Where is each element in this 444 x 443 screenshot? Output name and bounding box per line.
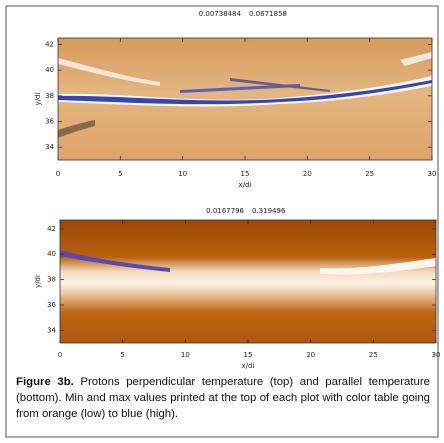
y-tick-label: 38 — [47, 276, 56, 284]
x-tick-label: 30 — [428, 170, 437, 178]
y-tick-label: 42 — [45, 40, 54, 48]
y-tick-label: 40 — [45, 66, 54, 74]
x-tick-label: 20 — [306, 351, 315, 359]
heatmap-top — [58, 38, 432, 160]
x-tick-label: 15 — [244, 351, 253, 359]
y-tick-label: 34 — [47, 326, 56, 334]
heatmap-bottom — [60, 220, 436, 343]
frame — [5, 5, 439, 438]
x-tick-label: 5 — [118, 170, 122, 178]
x-tick-label: 20 — [303, 170, 312, 178]
y-tick-label: 42 — [47, 225, 56, 233]
y-tick-label: 36 — [45, 117, 54, 125]
x-tick-label: 15 — [241, 170, 250, 178]
panel-title: 0.319496 — [252, 207, 286, 215]
x-tick-label: 10 — [178, 170, 187, 178]
caption-label: Figure 3b. — [16, 376, 74, 388]
y-tick-label: 36 — [47, 301, 56, 309]
x-tick-label: 30 — [432, 351, 441, 359]
y-tick-label: 40 — [47, 250, 56, 258]
y-axis-label: y/di — [34, 275, 42, 288]
y-axis-label: y/di — [34, 93, 42, 106]
caption: Figure 3b. Protons perpendicular tempera… — [16, 374, 430, 422]
x-tick-label: 25 — [365, 170, 374, 178]
x-axis-label: x/di — [239, 181, 252, 189]
x-tick-label: 0 — [56, 170, 60, 178]
y-tick-label: 34 — [45, 143, 54, 151]
x-axis-label: x/di — [242, 362, 255, 370]
x-tick-label: 25 — [369, 351, 378, 359]
caption-text: Protons perpendicular temperature (top) … — [16, 376, 430, 420]
x-tick-label: 0 — [58, 351, 62, 359]
y-tick-label: 38 — [45, 92, 54, 100]
panel-title: 0.00738484 — [199, 10, 242, 18]
panel-title: 0.0671858 — [249, 10, 287, 18]
x-tick-label: 5 — [120, 351, 124, 359]
x-tick-label: 10 — [181, 351, 190, 359]
panel-title: 0.0167796 — [206, 207, 244, 215]
